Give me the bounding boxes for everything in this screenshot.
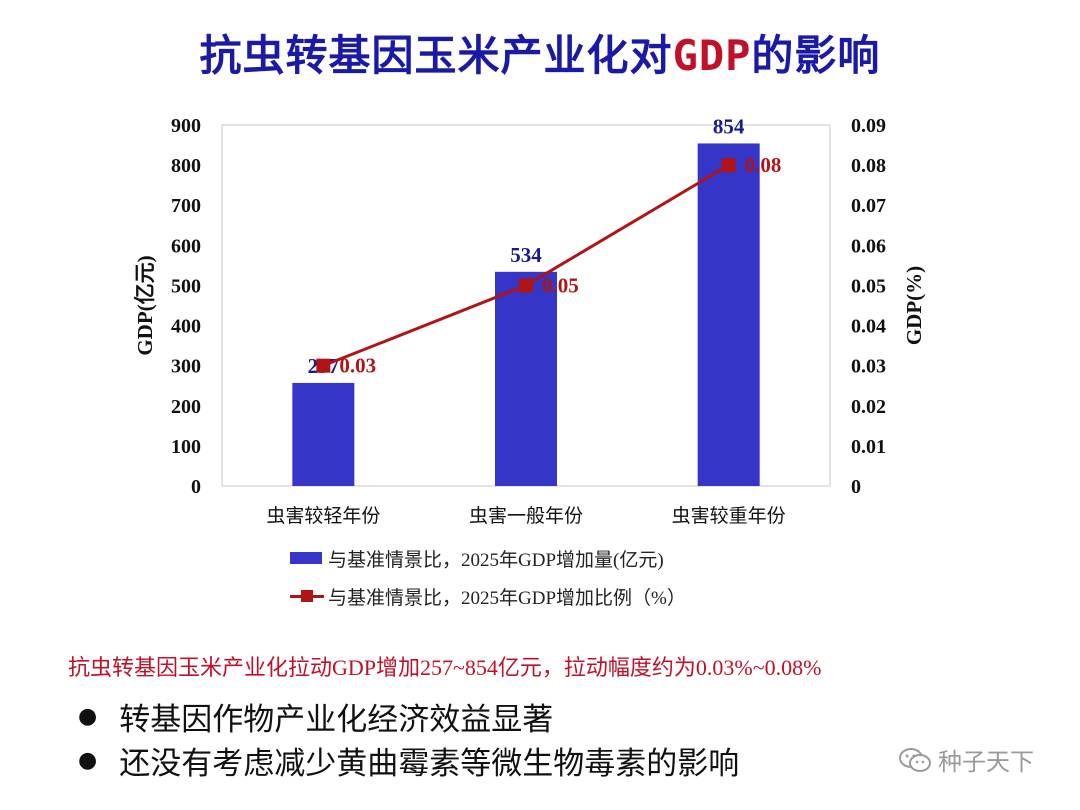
y-axis-label: GDP(亿元) [133, 255, 157, 355]
summary-note: 抗虫转基因玉米产业化拉动GDP增加257~854亿元，拉动幅度约为0.03%~0… [68, 655, 822, 680]
bullet-dot-icon: ● [78, 703, 98, 729]
bar-value-label: 534 [510, 243, 542, 267]
gdp-chart: 0 100 200 300 400 500 600 700 800 900 0 0.01 0.02 0.0… [133, 114, 926, 527]
legend-item-bar: 与基准情景比，2025年GDP增加量(亿元) [290, 546, 664, 571]
y-tick-label: 500 [171, 275, 201, 297]
y-tick-label: 100 [171, 436, 201, 458]
bullet-text: 转基因作物产业化经济效益显著 [119, 701, 554, 738]
y-tick-label: 700 [171, 195, 201, 217]
y-tick-label: 0 [191, 476, 201, 498]
x-tick-label: 虫害较重年份 [672, 505, 786, 527]
slide-title: 抗虫转基因玉米产业化对GDP的影响 [0, 22, 1080, 83]
title-accent: GDP [672, 31, 752, 80]
watermark: 种子天下 [898, 742, 1034, 777]
line-value-label: 0.08 [745, 153, 782, 177]
legend-item-line: 与基准情景比，2025年GDP增加比例（%） [290, 584, 686, 609]
legend-bar-label: 与基准情景比，2025年GDP增加量(亿元) [328, 549, 664, 571]
line-point [316, 358, 331, 373]
bar [697, 143, 760, 486]
bullet-item: ● 还没有考虑减少黄曲霉素等微生物毒素的影响 [72, 738, 739, 782]
y-tick-label: 600 [171, 235, 201, 257]
y-right-tick-label: 0.01 [851, 436, 886, 458]
x-tick-label: 虫害一般年份 [469, 505, 583, 527]
bar-value-label: 854 [713, 114, 745, 138]
x-tick-label: 虫害较轻年份 [266, 505, 380, 527]
line-value-label: 0.05 [542, 273, 579, 297]
y-tick-label: 800 [171, 155, 201, 177]
line-value-label: 0.03 [339, 354, 376, 378]
bar [495, 271, 557, 486]
y-right-tick-label: 0 [851, 476, 861, 498]
line-point [721, 158, 736, 173]
legend-bar-swatch [290, 552, 322, 564]
line-point [519, 278, 533, 293]
y-right-tick-label: 0.02 [851, 396, 886, 418]
y-right-tick-label: 0.08 [851, 155, 886, 177]
y-right-tick-label: 0.05 [851, 275, 886, 297]
y-right-tick-label: 0.09 [851, 115, 886, 137]
y-right-tick-label: 0.03 [851, 356, 886, 378]
y-tick-label: 300 [171, 356, 201, 378]
watermark-text: 种子天下 [938, 748, 1034, 776]
bullet-item: ● 转基因作物产业化经济效益显著 [72, 694, 739, 738]
y-tick-label: 200 [171, 396, 201, 418]
title-tail: 的影响 [751, 31, 881, 80]
bullet-text: 还没有考虑减少黄曲霉素等微生物毒素的影响 [119, 745, 740, 782]
y-tick-label: 900 [171, 115, 201, 137]
wechat-icon [899, 747, 931, 772]
y-right-tick-label: 0.06 [851, 235, 886, 257]
bullet-dot-icon: ● [78, 747, 98, 773]
legend-line-swatch [290, 589, 324, 603]
y-right-axis-label: GDP(%) [902, 266, 926, 345]
legend-line-label: 与基准情景比，2025年GDP增加比例（%） [328, 587, 686, 609]
bar [292, 382, 355, 486]
title-main: 抗虫转基因玉米产业化对 [199, 31, 673, 80]
y-right-tick-label: 0.04 [851, 316, 886, 338]
y-right-tick-label: 0.07 [851, 195, 886, 217]
bullet-list: ● 转基因作物产业化经济效益显著 ● 还没有考虑减少黄曲霉素等微生物毒素的影响 [72, 694, 739, 782]
y-tick-label: 400 [171, 316, 201, 338]
